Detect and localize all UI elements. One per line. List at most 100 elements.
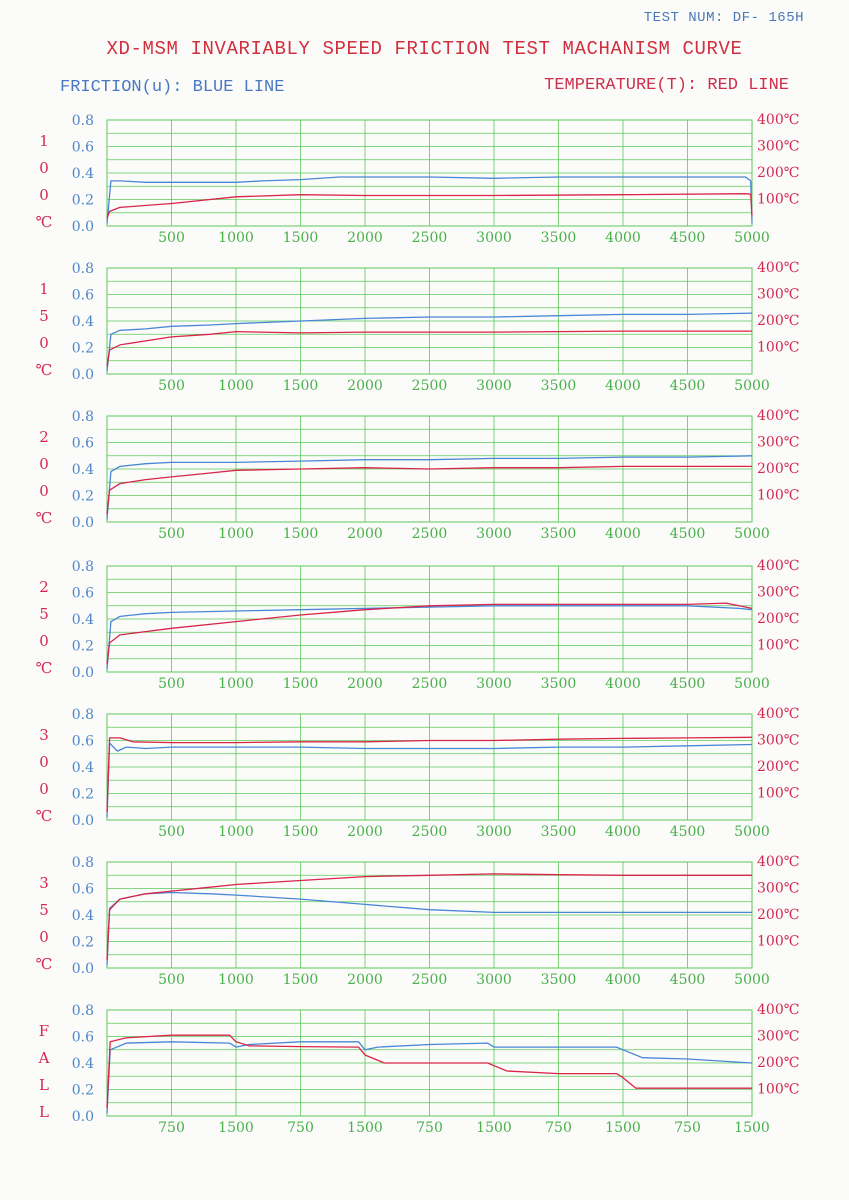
side-label-char: 3	[39, 874, 49, 892]
y-tick-right: 200℃	[757, 1055, 799, 1071]
y-tick-left: 0.4	[72, 166, 94, 182]
test-number: TEST NUM: DF- 165H	[643, 10, 804, 26]
x-tick-label: 750	[674, 1120, 701, 1136]
y-tick-right: 400℃	[757, 408, 799, 424]
friction-legend: FRICTION(u): BLUE LINE	[60, 78, 285, 97]
x-tick-label: 5000	[734, 526, 770, 542]
temperature-line	[106, 1034, 752, 1109]
x-tick-label: 2000	[347, 378, 383, 394]
x-tick-label: 4000	[605, 972, 641, 988]
x-tick-label: 4500	[670, 378, 706, 394]
side-label-char: A	[38, 1049, 50, 1067]
y-tick-right: 300℃	[757, 139, 799, 155]
y-tick-left: 0.0	[72, 665, 94, 681]
y-tick-right: 100℃	[757, 934, 799, 950]
x-tick-label: 3500	[541, 230, 577, 246]
x-tick-label: 3500	[541, 378, 577, 394]
x-tick-label: 500	[158, 972, 185, 988]
x-tick-label: 750	[287, 1120, 314, 1136]
temperature-line	[106, 602, 753, 665]
side-label-char: 0	[39, 186, 49, 204]
x-tick-label: 3000	[476, 824, 512, 840]
x-tick-label: 5000	[734, 230, 770, 246]
side-label-char: 2	[39, 578, 49, 596]
x-tick-label: 4500	[670, 972, 706, 988]
chart-panel: 0.8 0.6 0.4 0.2 0.0 400℃ 300℃ 200℃ 100℃ 750 1500 75…	[38, 1002, 800, 1136]
x-tick-label: 3500	[541, 972, 577, 988]
y-tick-left: 0.2	[72, 489, 94, 505]
friction-line	[106, 1041, 753, 1114]
x-tick-label: 2000	[347, 526, 383, 542]
x-tick-label: 4500	[670, 230, 706, 246]
x-tick-label: 1500	[218, 1120, 254, 1136]
y-tick-right: 400℃	[757, 706, 799, 722]
x-tick-label: 3000	[476, 526, 512, 542]
x-tick-label: 4500	[670, 676, 706, 692]
y-tick-left: 0.2	[72, 787, 94, 803]
side-label-char: 0	[39, 455, 49, 473]
x-tick-label: 1000	[218, 972, 254, 988]
side-label-char: F	[39, 1022, 49, 1040]
side-label-char: 0	[39, 928, 49, 946]
x-tick-label: 1500	[283, 676, 319, 692]
x-tick-label: 3000	[476, 972, 512, 988]
y-tick-right: 400℃	[757, 112, 799, 128]
y-tick-left: 0.8	[72, 113, 94, 129]
y-tick-left: 0.0	[72, 515, 94, 531]
y-tick-left: 0.6	[72, 1030, 94, 1046]
y-tick-left: 0.0	[72, 1109, 94, 1125]
x-tick-label: 5000	[734, 824, 770, 840]
x-tick-label: 1000	[218, 824, 254, 840]
y-tick-left: 0.4	[72, 760, 94, 776]
x-tick-label: 2000	[347, 676, 383, 692]
x-tick-label: 1500	[283, 526, 319, 542]
y-tick-left: 0.4	[72, 462, 94, 478]
y-tick-right: 300℃	[757, 585, 799, 601]
side-label-char: ℃	[36, 659, 53, 677]
side-label-char: 1	[39, 280, 49, 298]
x-tick-label: 1500	[283, 230, 319, 246]
y-tick-left: 0.2	[72, 639, 94, 655]
side-label-char: ℃	[36, 955, 53, 973]
y-tick-right: 100℃	[757, 192, 799, 208]
side-label-char: 0	[39, 482, 49, 500]
y-tick-left: 0.8	[72, 261, 94, 277]
x-tick-label: 3000	[476, 378, 512, 394]
side-label-char: 0	[39, 632, 49, 650]
friction-line	[106, 605, 753, 670]
side-label-char: 0	[39, 159, 49, 177]
x-tick-label: 2500	[412, 824, 448, 840]
x-tick-label: 2000	[347, 824, 383, 840]
y-tick-right: 100℃	[757, 340, 799, 356]
y-tick-right: 200℃	[757, 165, 799, 181]
temperature-line	[106, 736, 753, 813]
x-tick-label: 500	[158, 378, 185, 394]
x-tick-label: 1000	[218, 230, 254, 246]
x-tick-label: 750	[416, 1120, 443, 1136]
x-tick-label: 3500	[541, 526, 577, 542]
side-label-char: ℃	[36, 807, 53, 825]
side-label-char: 5	[39, 605, 49, 623]
x-tick-label: 2500	[412, 972, 448, 988]
side-label-char: L	[39, 1076, 49, 1094]
y-tick-left: 0.6	[72, 734, 94, 750]
y-tick-right: 400℃	[757, 558, 799, 574]
y-tick-left: 0.4	[72, 1056, 94, 1072]
x-tick-label: 2500	[412, 676, 448, 692]
side-label-char: ℃	[36, 213, 53, 231]
x-tick-label: 2500	[412, 378, 448, 394]
page-title: XD-MSM INVARIABLY SPEED FRICTION TEST MA…	[106, 38, 743, 60]
friction-line	[106, 312, 753, 372]
side-label-char: 0	[39, 753, 49, 771]
temperature-line	[106, 465, 752, 515]
x-tick-label: 2500	[412, 230, 448, 246]
x-tick-label: 4000	[605, 526, 641, 542]
side-label-char: 0	[39, 334, 49, 352]
y-tick-left: 0.8	[72, 409, 94, 425]
x-tick-label: 4000	[605, 230, 641, 246]
x-tick-label: 5000	[734, 676, 770, 692]
